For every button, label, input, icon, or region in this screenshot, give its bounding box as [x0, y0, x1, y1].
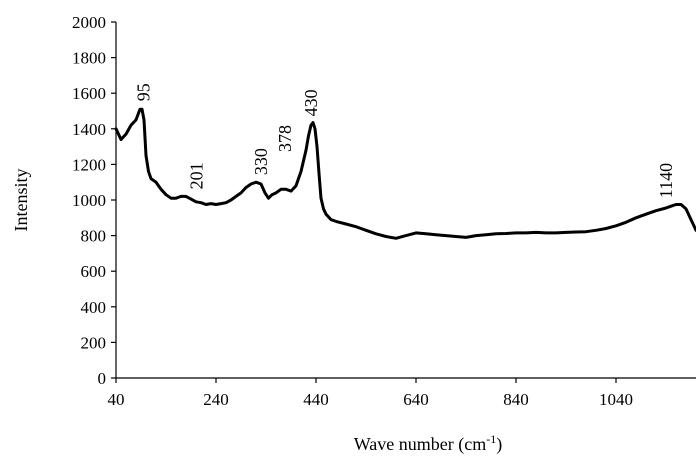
peak-label-201: 201	[187, 162, 207, 189]
x-axis-title-main: Wave number (cm	[354, 434, 487, 455]
y-axis-title: Intensity	[11, 169, 31, 232]
peak-label-1140: 1140	[656, 163, 676, 198]
y-tick-label: 2000	[72, 13, 106, 32]
x-axis-title-end: )	[496, 434, 502, 455]
x-tick-label: 840	[503, 390, 529, 409]
y-tick-label: 1400	[72, 120, 106, 139]
x-axis-title-superscript: -1	[486, 432, 496, 446]
peak-label-330: 330	[251, 148, 271, 175]
y-axis-ticks: 0 200 400 600 800 1000 1200 1400 1600 1800 2000	[72, 13, 116, 388]
peak-label-378: 378	[275, 125, 295, 152]
y-tick-label: 800	[81, 227, 107, 246]
x-tick-label: 640	[403, 390, 429, 409]
peak-label-430: 430	[301, 89, 321, 116]
y-tick-label: 0	[98, 369, 107, 388]
x-axis-ticks: 40 240 440 640 840 1040	[108, 378, 633, 409]
x-axis-title: Wave number (cm-1)	[354, 432, 503, 455]
y-tick-label: 1000	[72, 191, 106, 210]
x-tick-label: 40	[108, 390, 125, 409]
x-tick-label: 240	[203, 390, 229, 409]
y-tick-label: 1600	[72, 84, 106, 103]
x-tick-label: 1040	[599, 390, 633, 409]
y-tick-label: 200	[81, 333, 107, 352]
y-tick-label: 600	[81, 262, 107, 281]
x-tick-label: 440	[303, 390, 329, 409]
spectrum-line	[114, 107, 696, 240]
peak-label-95: 95	[134, 83, 154, 101]
y-tick-label: 400	[81, 298, 107, 317]
y-tick-label: 1800	[72, 49, 106, 68]
y-tick-label: 1200	[72, 155, 106, 174]
